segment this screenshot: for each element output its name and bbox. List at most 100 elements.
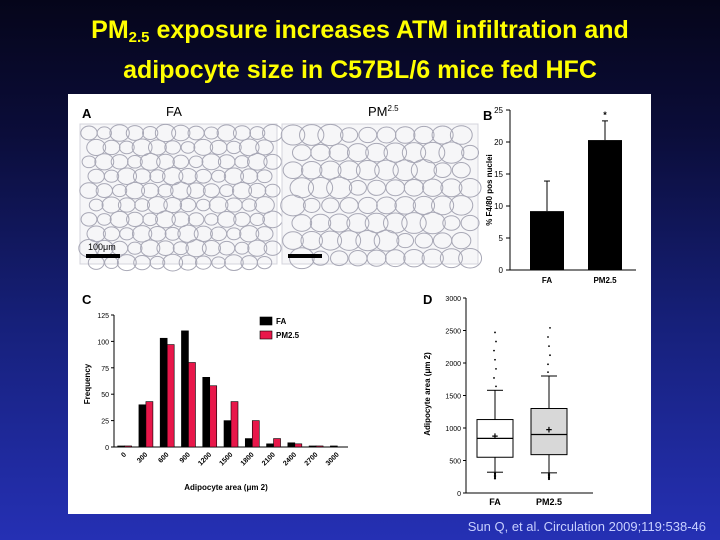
bar-c-pm25 xyxy=(230,401,239,448)
adipocyte-cell xyxy=(300,230,323,251)
adipocyte-cell xyxy=(186,182,206,199)
adipocyte-cell xyxy=(394,126,416,144)
bar-c-fa xyxy=(330,445,338,448)
adipocyte-cell xyxy=(460,214,480,232)
adipocyte-cell xyxy=(231,181,253,200)
adipocyte-cell xyxy=(140,239,161,257)
chart-b: 0 5 10 15 20 25 % F4/80 pos nuclei FA PM2.5 * xyxy=(485,106,636,285)
adipocyte-cell xyxy=(321,197,340,214)
adipocyte-cell xyxy=(203,126,219,140)
adipocyte-cell xyxy=(116,254,137,272)
adipocyte-cell xyxy=(256,169,273,184)
adipocyte-cell xyxy=(109,210,130,228)
adipocyte-cell xyxy=(127,241,143,255)
title-pm-text: PM xyxy=(91,16,129,44)
bar-c-pm25 xyxy=(188,362,196,448)
adipocyte-cell xyxy=(81,155,97,169)
adipocyte-cell xyxy=(195,255,212,270)
adipocyte-cell xyxy=(208,196,229,214)
adipocyte-cell xyxy=(438,141,465,164)
bar-c-fa xyxy=(159,337,168,448)
bar-c-fa xyxy=(244,438,253,448)
adipocyte-cell xyxy=(179,197,197,213)
adipocyte-cell xyxy=(419,211,446,235)
adipocyte-cell xyxy=(248,182,267,199)
adipocyte-cell xyxy=(255,139,274,156)
outlier-dot-d xyxy=(495,367,497,370)
adipocyte-cell xyxy=(282,231,304,250)
outlier-dot-d xyxy=(547,477,551,481)
adipocyte-cell xyxy=(234,241,250,255)
outlier-dot-d xyxy=(547,473,551,476)
x-tick-label-c: 900 xyxy=(179,451,192,464)
adipocyte-cell xyxy=(185,239,207,258)
adipocyte-cell xyxy=(451,162,471,179)
x-tick-label-d: PM2.5 xyxy=(536,497,562,507)
adipocyte-cell xyxy=(204,213,219,226)
y-tick-label-c: 50 xyxy=(101,392,109,399)
adipocyte-cell xyxy=(157,183,174,198)
adipocyte-cell xyxy=(340,127,359,143)
adipocyte-cell xyxy=(337,160,361,181)
adipocyte-cell xyxy=(442,215,461,231)
adipocyte-cell xyxy=(403,179,425,197)
y-tick-label-d: 3000 xyxy=(445,296,461,303)
adipocyte-cell xyxy=(392,159,418,182)
adipocyte-cell xyxy=(422,178,444,197)
adipocyte-cell xyxy=(289,247,315,270)
adipocyte-cell xyxy=(247,239,268,257)
adipocyte-cell xyxy=(403,248,425,268)
x-tick-label-c: 0 xyxy=(120,451,128,459)
bar-c-pm25 xyxy=(209,385,218,448)
adipocyte-cell xyxy=(394,196,416,215)
adipocyte-cell xyxy=(188,155,204,169)
mean-marker-d: + xyxy=(492,431,498,443)
adipocyte-cell xyxy=(309,213,332,233)
adipocyte-cell xyxy=(232,125,252,141)
adipocyte-cell xyxy=(155,210,176,229)
adipocyte-cell xyxy=(124,181,146,200)
adipocyte-cell xyxy=(263,240,282,256)
adipocyte-cell xyxy=(187,212,205,227)
outlier-dot-d xyxy=(494,358,496,361)
adipocyte-cell xyxy=(226,227,242,241)
significance-annotation: * xyxy=(603,110,607,120)
scale-bar-pm25 xyxy=(288,254,322,258)
outlier-dot-d xyxy=(493,474,497,477)
adipocyte-cell xyxy=(458,178,482,198)
adipocyte-cell xyxy=(291,214,313,232)
y-tick-label-d: 2500 xyxy=(445,329,461,336)
bar-c-fa xyxy=(287,442,296,448)
bar-c-fa xyxy=(223,420,232,448)
adipocyte-cell xyxy=(439,248,463,269)
outlier-dot-d xyxy=(495,385,497,388)
adipocyte-cell xyxy=(449,195,474,216)
adipocyte-cell xyxy=(348,180,367,196)
adipocyte-cell xyxy=(346,143,369,163)
micrograph-pm25 xyxy=(280,123,483,270)
x-tick-label-b: PM2.5 xyxy=(593,276,617,285)
y-axis-label-d: Adipocyte area (μm 2) xyxy=(423,352,432,436)
x-tick-label-c: 2400 xyxy=(282,451,298,467)
bar-c-fa xyxy=(138,404,147,448)
adipocyte-cell xyxy=(365,142,388,163)
adipocyte-cell xyxy=(86,138,107,156)
adipocyte-cell xyxy=(310,143,331,162)
adipocyte-cell xyxy=(139,152,161,171)
adipocyte-cell xyxy=(317,123,344,147)
figure-panel: A FA PM2.5 100μm B 0 5 10 15 20 25 % F4/80 pos… xyxy=(68,94,651,514)
bar-c-fa xyxy=(202,377,211,448)
micrograph-fa-label: FA xyxy=(166,104,182,119)
adipocyte-cell xyxy=(96,126,112,140)
bar-c-fa xyxy=(308,445,317,448)
adipocyte-cell xyxy=(249,126,266,140)
adipocyte-cell xyxy=(134,198,150,212)
box-d xyxy=(530,408,568,456)
adipocyte-cell xyxy=(103,169,120,183)
panel-d-letter: D xyxy=(423,292,432,307)
outlier-dot-d xyxy=(549,327,551,329)
outlier-dot-d xyxy=(494,331,496,334)
x-tick-label-c: 1500 xyxy=(218,451,234,467)
chart-d: 0 500 1000 1500 2000 2500 3000 Adipocyte area (… xyxy=(423,296,593,507)
y-tick-label-c: 100 xyxy=(97,339,109,346)
